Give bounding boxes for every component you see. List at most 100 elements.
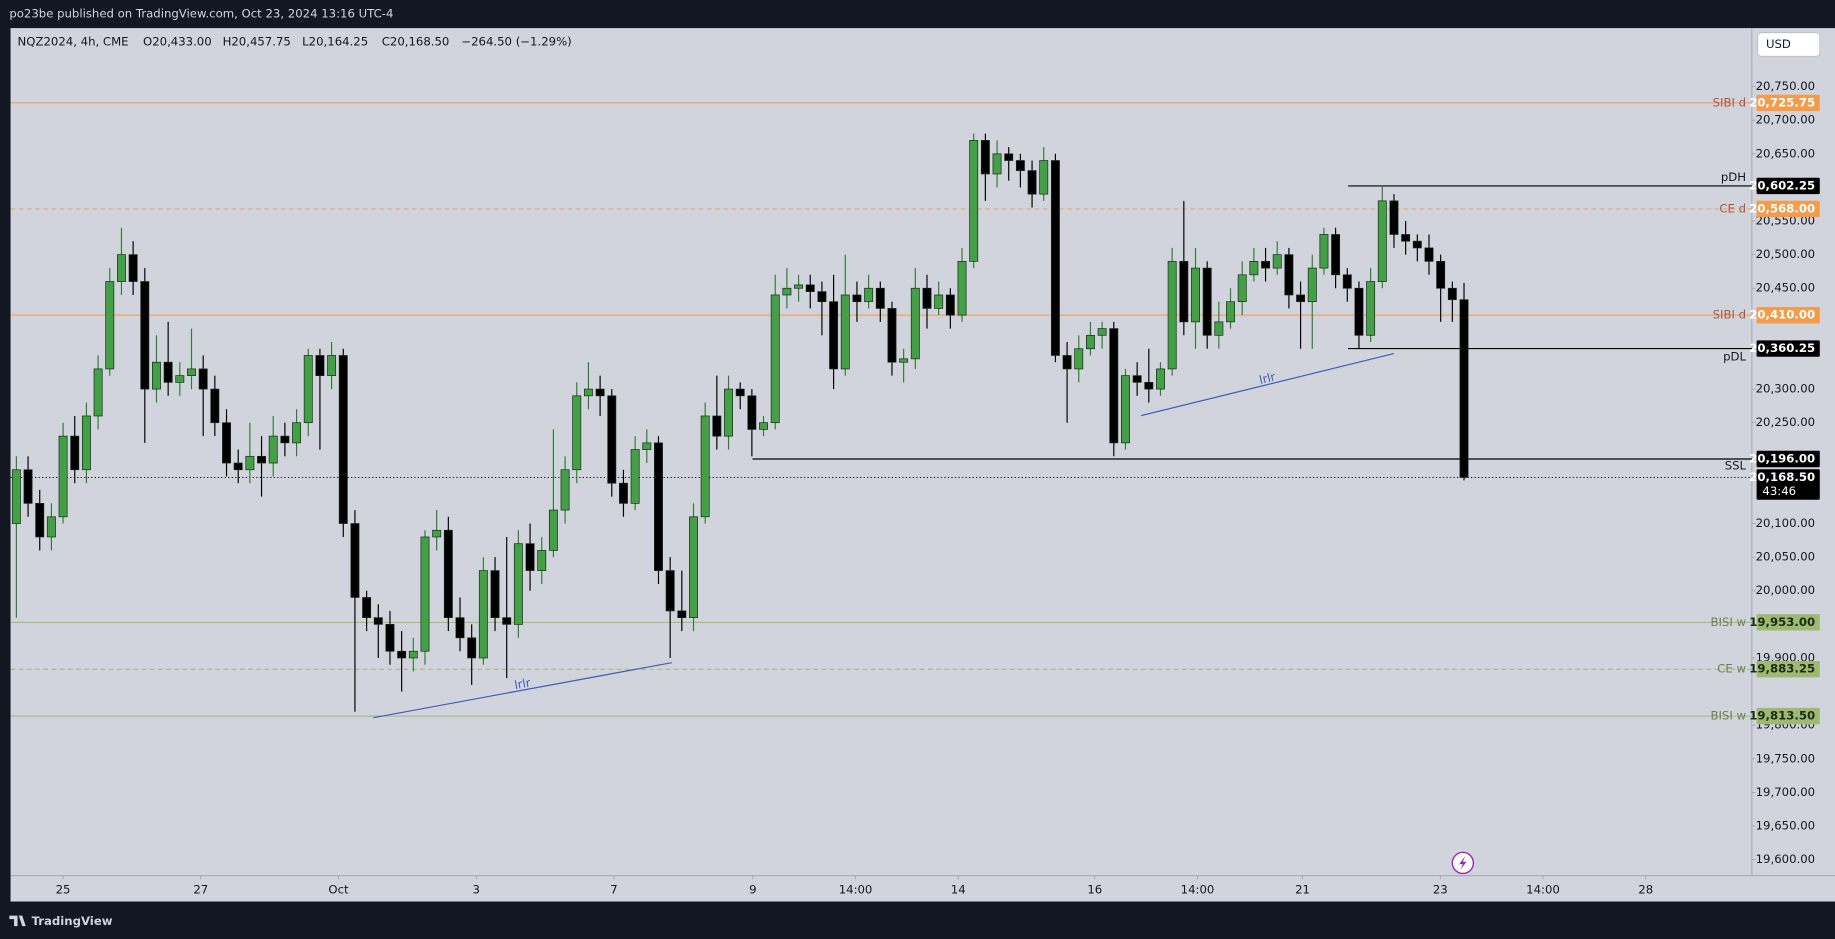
candle-body: [198, 368, 208, 390]
candle-body: [1202, 267, 1212, 336]
level-price-label: 20,410.00: [1749, 308, 1815, 322]
candle-body: [957, 261, 967, 316]
candle-body: [70, 435, 80, 471]
candle-body: [583, 388, 593, 397]
candle-body: [1015, 160, 1025, 171]
ohlc-value: L20,164.25: [302, 35, 368, 49]
level-name: SIBI d: [1713, 95, 1746, 109]
level-name: BISI w: [1710, 615, 1746, 629]
x-tick-label: 27: [193, 882, 208, 896]
level-name: BISI w: [1710, 709, 1746, 723]
level-name: CE w: [1717, 662, 1746, 676]
candle-body: [572, 395, 582, 471]
candle-body: [385, 624, 395, 652]
candle-body: [1331, 234, 1341, 276]
trend-line: [373, 662, 672, 719]
last-price-box: [1756, 469, 1820, 500]
level-name: SIBI d: [1713, 308, 1746, 322]
candle-body: [222, 422, 231, 464]
candle-body: [969, 140, 979, 262]
candle-body: [1412, 240, 1422, 249]
ohlc-value: C20,168.50: [382, 35, 450, 49]
level-price-label: 20,568.00: [1749, 201, 1815, 215]
candle-body: [1237, 274, 1247, 303]
candle-body: [1389, 200, 1399, 235]
candle-body: [875, 287, 885, 309]
x-tick-label: 25: [56, 882, 71, 896]
candle-body: [105, 281, 115, 370]
level-name: pDH: [1721, 170, 1746, 184]
ohlc-value: H20,457.75: [223, 35, 291, 49]
candle-body: [829, 301, 839, 370]
x-tick-label: 14: [951, 882, 966, 896]
candle-body: [1004, 153, 1014, 161]
change: −264.50 (−1.29%): [461, 35, 571, 49]
x-tick-label: 16: [1087, 882, 1102, 896]
level-price-box: [1756, 661, 1820, 678]
y-tick-label: 20,250.00: [1756, 415, 1815, 429]
y-tick-label: 20,700.00: [1756, 113, 1815, 127]
trend-label: lrlr: [513, 675, 532, 692]
level-price-label: 19,883.25: [1749, 662, 1815, 676]
candle-body: [782, 287, 792, 296]
ohlc-value: O20,433.00: [143, 35, 212, 49]
candle-body: [128, 254, 138, 282]
candle-body: [490, 570, 500, 618]
candle-body: [607, 395, 617, 484]
candle-body: [1109, 328, 1119, 444]
candle-body: [1074, 348, 1084, 370]
candle-body: [735, 388, 745, 397]
y-tick-label: 20,750.00: [1756, 79, 1815, 93]
candle-body: [1144, 382, 1154, 390]
candle-body: [443, 529, 453, 618]
level-price-box: [1756, 707, 1820, 725]
x-tick-label: 28: [1638, 882, 1653, 896]
candle-body: [455, 617, 465, 639]
last-price-label: 20,168.50: [1749, 470, 1815, 484]
candle-body: [1296, 294, 1306, 303]
candle-body: [1319, 234, 1329, 269]
candle-body: [805, 284, 815, 292]
candle-body: [794, 284, 804, 289]
time-axis: [10, 875, 1835, 902]
legend: NQZ2024, 4h, CME: [18, 35, 129, 49]
currency-button[interactable]: [1757, 32, 1821, 57]
candle-body: [654, 442, 663, 571]
level-price-label: 20,725.75: [1749, 95, 1815, 109]
candle-body: [513, 543, 523, 625]
candle-body: [1401, 234, 1411, 242]
candle-body: [980, 140, 990, 175]
candle-body: [1261, 261, 1271, 269]
symbol: NQZ2024, 4h, CME: [18, 35, 129, 49]
candle-body: [1354, 287, 1364, 336]
candle-body: [630, 449, 640, 504]
candle-body: [619, 482, 628, 504]
candle-body: [280, 435, 290, 444]
candle-body: [1459, 299, 1469, 478]
candle-body: [81, 415, 91, 471]
candle-body: [93, 368, 103, 417]
candle-body: [478, 570, 488, 659]
candle-body: [1121, 375, 1130, 444]
alert-bolt: [1459, 855, 1467, 870]
level-price-box: [1756, 177, 1820, 195]
level-price-box: [1756, 200, 1820, 218]
candle-body: [665, 570, 675, 612]
candle-body: [910, 287, 920, 360]
level-price-box: [1756, 450, 1820, 468]
candle-body: [163, 361, 173, 383]
currency[interactable]: USD: [1766, 37, 1791, 51]
candle-body: [397, 650, 407, 659]
candle-body: [1226, 301, 1235, 323]
level-price-label: 20,360.25: [1749, 341, 1815, 355]
publisher: po23be published on TradingView.com, Oct…: [9, 7, 393, 21]
candle-body: [23, 469, 33, 504]
y-tick-label: 19,750.00: [1756, 751, 1815, 765]
candle-body: [1366, 281, 1376, 336]
level-price-label: 20,196.00: [1749, 451, 1815, 465]
y-tick-label: 20,000.00: [1756, 583, 1815, 597]
candle-body: [817, 291, 827, 303]
x-tick-label: 14:00: [1181, 882, 1215, 896]
candle-body: [1097, 328, 1107, 336]
y-tick-label: 19,650.00: [1756, 819, 1815, 833]
